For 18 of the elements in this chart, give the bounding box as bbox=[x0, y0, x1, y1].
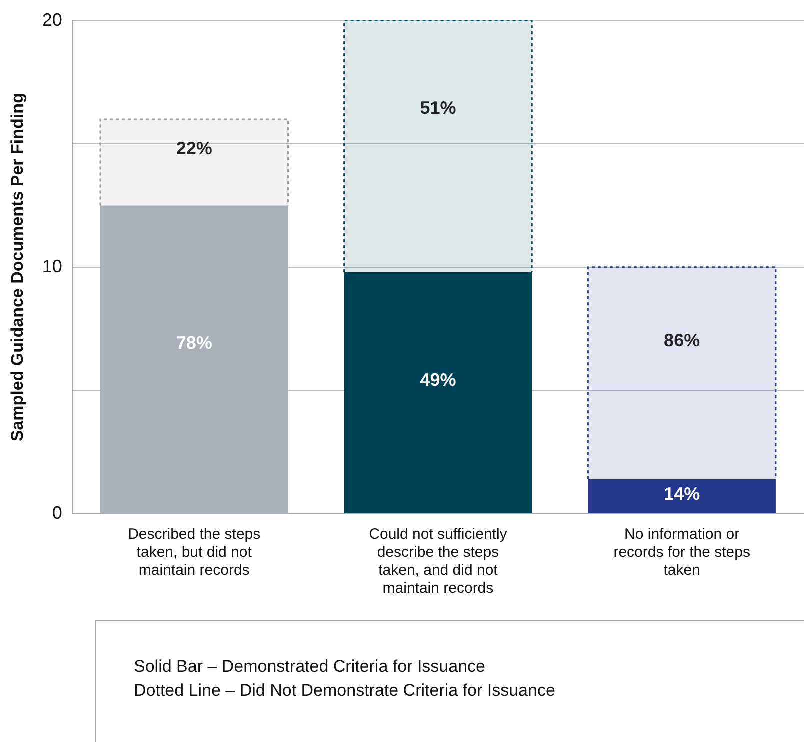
y-tick-label: 10 bbox=[42, 256, 62, 276]
bar bbox=[588, 479, 776, 514]
annotation: 22% bbox=[176, 138, 212, 159]
annotation: 86% bbox=[664, 330, 700, 351]
y-tick-label: 20 bbox=[42, 10, 62, 30]
x-tick-label: No information or records for the steps taken bbox=[614, 526, 750, 580]
annotation: 49% bbox=[420, 370, 456, 390]
annotation: 14% bbox=[664, 484, 700, 504]
x-tick-label: Could not sufficiently describe the steps taken, and did not maintain records bbox=[369, 526, 508, 598]
x-tick-label: Described the steps taken, but did not maintain records bbox=[128, 526, 261, 580]
y-tick-label: 0 bbox=[52, 502, 62, 523]
text: Dotted Line – Did Not Demonstrate Criteria for Issuance bbox=[134, 680, 556, 702]
bar bbox=[344, 272, 532, 514]
annotation: 78% bbox=[176, 333, 212, 354]
bar bbox=[100, 206, 288, 514]
y-axis-title: Sampled Guidance Documents Per Finding bbox=[8, 93, 27, 442]
text: Solid Bar – Demonstrated Criteria for Issuance bbox=[134, 656, 486, 678]
annotation: 51% bbox=[420, 98, 456, 118]
